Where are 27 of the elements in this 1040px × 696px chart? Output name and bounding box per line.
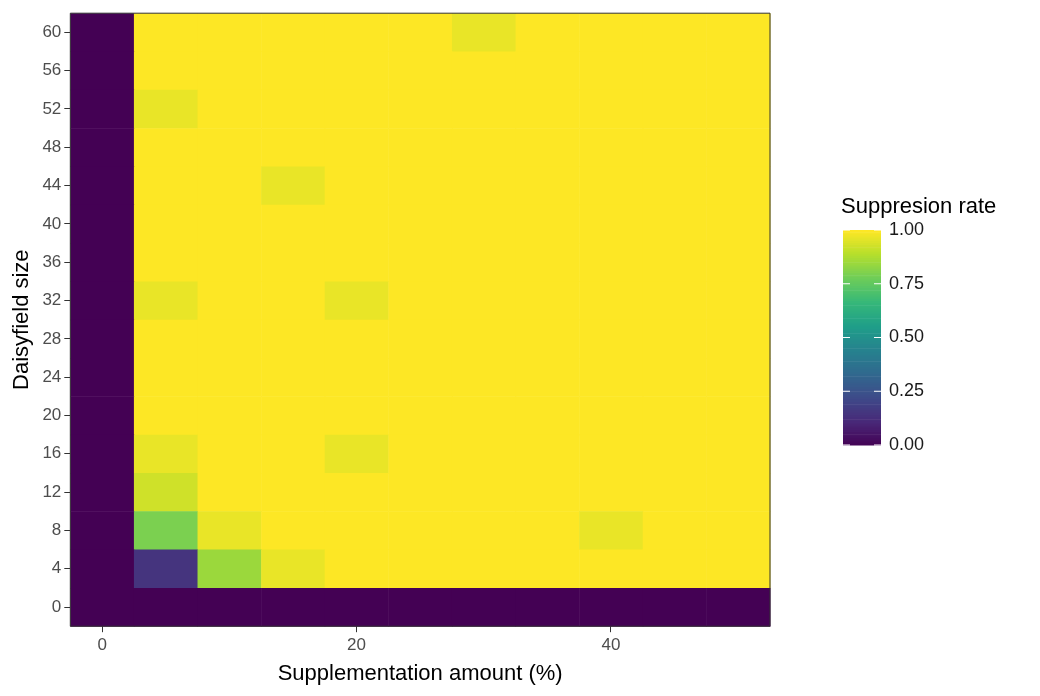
y-tick-label: 52 [42, 98, 62, 118]
color-bar-label: 0.75 [889, 272, 925, 293]
y-tick-label: 8 [51, 520, 62, 540]
x-tick-label: 0 [97, 635, 107, 655]
y-tick-label: 24 [42, 366, 62, 386]
color-bar-title: Suppresion rate [841, 193, 997, 218]
y-tick-label: 44 [42, 175, 62, 195]
y-tick-label: 56 [42, 60, 62, 80]
y-tick-label: 0 [51, 596, 62, 616]
color-bar-label: 0.50 [889, 326, 925, 347]
y-tick-label: 48 [42, 136, 62, 156]
y-tick-label: 32 [42, 290, 62, 310]
y-tick-label: 20 [42, 405, 62, 425]
x-tick-label: 40 [601, 635, 621, 655]
color-bar-label: 0.25 [889, 380, 925, 401]
y-tick-label: 16 [42, 443, 62, 463]
x-axis-title: Supplementation amount (%) [277, 659, 563, 685]
y-tick-label: 40 [42, 213, 62, 233]
y-axis-title: Daisyfield size [8, 249, 34, 390]
y-tick-label: 12 [42, 481, 62, 501]
color-bar-label: 0.00 [889, 433, 925, 454]
y-tick-label: 28 [42, 328, 62, 348]
color-bar-label: 1.00 [889, 218, 925, 239]
y-tick-label: 36 [42, 251, 62, 271]
y-tick-label: 60 [42, 22, 62, 42]
y-tick-label: 4 [51, 558, 62, 578]
x-tick-label: 20 [347, 635, 367, 655]
